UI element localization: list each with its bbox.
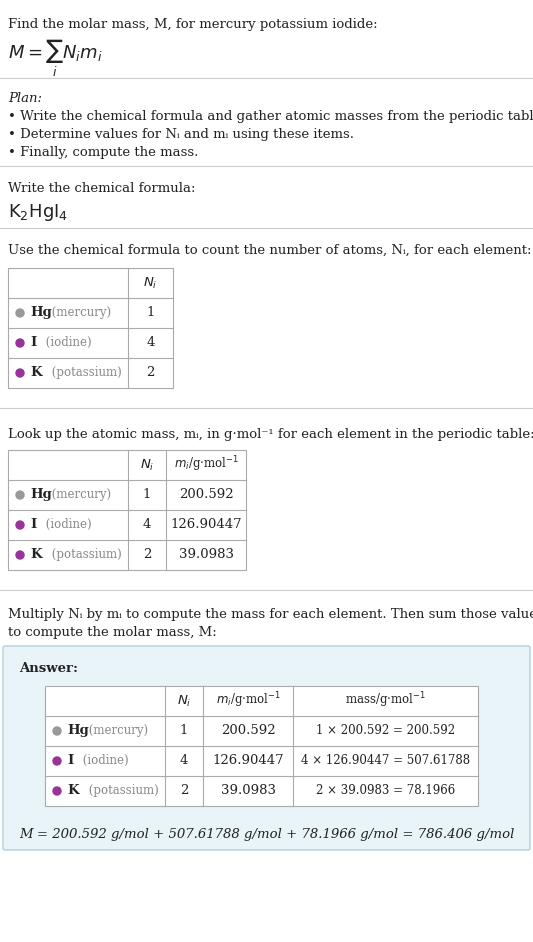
Text: K: K [30, 548, 42, 561]
Text: Hg: Hg [30, 306, 52, 319]
Circle shape [53, 757, 61, 765]
Text: Answer:: Answer: [19, 662, 78, 675]
Circle shape [16, 521, 24, 529]
Text: (potassium): (potassium) [48, 548, 122, 561]
Text: 39.0983: 39.0983 [179, 548, 233, 561]
Text: $\mathrm{K_2HgI_4}$: $\mathrm{K_2HgI_4}$ [8, 202, 68, 223]
Text: 2: 2 [147, 366, 155, 379]
Bar [8, 450, 246, 570]
Text: 2 × 39.0983 = 78.1966: 2 × 39.0983 = 78.1966 [316, 784, 455, 797]
Text: M = 200.592 g/mol + 507.61788 g/mol + 78.1966 g/mol = 786.406 g/mol: M = 200.592 g/mol + 507.61788 g/mol + 78… [19, 828, 514, 841]
Text: K: K [67, 784, 79, 797]
Text: I: I [30, 518, 36, 531]
Text: 1 × 200.592 = 200.592: 1 × 200.592 = 200.592 [316, 724, 455, 737]
Text: 200.592: 200.592 [179, 488, 233, 501]
Text: I: I [67, 754, 73, 767]
Circle shape [16, 551, 24, 559]
Text: • Determine values for Nᵢ and mᵢ using these items.: • Determine values for Nᵢ and mᵢ using t… [8, 128, 354, 141]
Text: $N_i$: $N_i$ [140, 458, 154, 473]
Text: • Write the chemical formula and gather atomic masses from the periodic table.: • Write the chemical formula and gather … [8, 110, 533, 123]
Text: (potassium): (potassium) [85, 784, 159, 797]
Text: 4: 4 [143, 518, 151, 531]
Text: 2: 2 [180, 784, 188, 797]
Text: Hg: Hg [30, 488, 52, 501]
Text: to compute the molar mass, M:: to compute the molar mass, M: [8, 626, 217, 639]
Text: K: K [30, 366, 42, 379]
Text: Hg: Hg [67, 724, 89, 737]
Text: 1: 1 [143, 488, 151, 501]
Text: 1: 1 [180, 724, 188, 737]
Text: (iodine): (iodine) [79, 754, 128, 767]
Circle shape [16, 309, 24, 317]
Text: (potassium): (potassium) [48, 366, 122, 379]
Text: $N_i$: $N_i$ [177, 694, 191, 709]
Text: 1: 1 [147, 306, 155, 319]
Circle shape [16, 339, 24, 347]
Text: 126.90447: 126.90447 [170, 518, 242, 531]
FancyBboxPatch shape [3, 646, 530, 850]
Text: (mercury): (mercury) [85, 724, 148, 737]
Text: I: I [30, 336, 36, 349]
Text: 200.592: 200.592 [221, 724, 276, 737]
Text: Multiply Nᵢ by mᵢ to compute the mass for each element. Then sum those values: Multiply Nᵢ by mᵢ to compute the mass fo… [8, 608, 533, 621]
Text: $M = \sum_i N_i m_i$: $M = \sum_i N_i m_i$ [8, 38, 102, 79]
Text: 4: 4 [147, 336, 155, 349]
Circle shape [16, 369, 24, 377]
Text: mass/g·mol$^{-1}$: mass/g·mol$^{-1}$ [345, 690, 426, 709]
Circle shape [53, 727, 61, 735]
Text: 2: 2 [143, 548, 151, 561]
Text: 4 × 126.90447 = 507.61788: 4 × 126.90447 = 507.61788 [301, 754, 470, 767]
Circle shape [16, 491, 24, 499]
Bar [8, 268, 173, 388]
Text: • Finally, compute the mass.: • Finally, compute the mass. [8, 146, 198, 159]
Bar [45, 686, 478, 806]
Text: $m_i$/g·mol$^{-1}$: $m_i$/g·mol$^{-1}$ [216, 690, 280, 709]
Text: 126.90447: 126.90447 [212, 754, 284, 767]
Text: (mercury): (mercury) [48, 306, 111, 319]
Text: Look up the atomic mass, mᵢ, in g·mol⁻¹ for each element in the periodic table:: Look up the atomic mass, mᵢ, in g·mol⁻¹ … [8, 428, 533, 441]
Text: Find the molar mass, M, for mercury potassium iodide:: Find the molar mass, M, for mercury pota… [8, 18, 377, 31]
Text: $m_i$/g·mol$^{-1}$: $m_i$/g·mol$^{-1}$ [174, 454, 238, 474]
Text: Write the chemical formula:: Write the chemical formula: [8, 182, 196, 195]
Text: 4: 4 [180, 754, 188, 767]
Text: $N_i$: $N_i$ [143, 276, 158, 291]
Text: 39.0983: 39.0983 [221, 784, 276, 797]
Text: (iodine): (iodine) [42, 518, 92, 531]
Text: (iodine): (iodine) [42, 336, 92, 349]
Text: Plan:: Plan: [8, 92, 42, 105]
Circle shape [53, 787, 61, 795]
Text: Use the chemical formula to count the number of atoms, Nᵢ, for each element:: Use the chemical formula to count the nu… [8, 244, 531, 257]
Text: (mercury): (mercury) [48, 488, 111, 501]
